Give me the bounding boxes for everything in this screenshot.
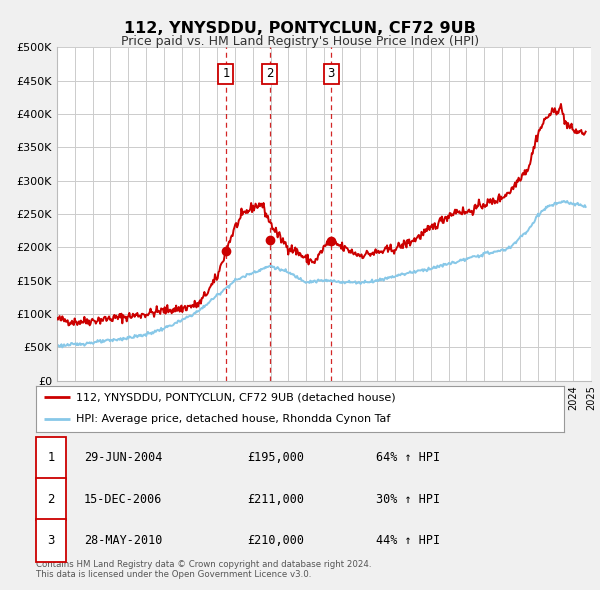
Text: 29-JUN-2004: 29-JUN-2004 bbox=[84, 451, 162, 464]
Text: £195,000: £195,000 bbox=[248, 451, 305, 464]
Text: 64% ↑ HPI: 64% ↑ HPI bbox=[376, 451, 440, 464]
Text: HPI: Average price, detached house, Rhondda Cynon Taf: HPI: Average price, detached house, Rhon… bbox=[76, 414, 390, 424]
Text: 2: 2 bbox=[47, 493, 55, 506]
Text: 1: 1 bbox=[222, 67, 230, 80]
Text: £211,000: £211,000 bbox=[248, 493, 305, 506]
Text: 3: 3 bbox=[47, 534, 55, 547]
Text: £210,000: £210,000 bbox=[248, 534, 305, 547]
Text: 2: 2 bbox=[266, 67, 274, 80]
Text: 3: 3 bbox=[328, 67, 335, 80]
Text: 112, YNYSDDU, PONTYCLUN, CF72 9UB: 112, YNYSDDU, PONTYCLUN, CF72 9UB bbox=[124, 21, 476, 35]
Text: 44% ↑ HPI: 44% ↑ HPI bbox=[376, 534, 440, 547]
Text: 112, YNYSDDU, PONTYCLUN, CF72 9UB (detached house): 112, YNYSDDU, PONTYCLUN, CF72 9UB (detac… bbox=[76, 392, 395, 402]
Text: 15-DEC-2006: 15-DEC-2006 bbox=[84, 493, 162, 506]
Text: 28-MAY-2010: 28-MAY-2010 bbox=[84, 534, 162, 547]
Text: Contains HM Land Registry data © Crown copyright and database right 2024.
This d: Contains HM Land Registry data © Crown c… bbox=[36, 560, 371, 579]
Text: Price paid vs. HM Land Registry's House Price Index (HPI): Price paid vs. HM Land Registry's House … bbox=[121, 35, 479, 48]
Text: 1: 1 bbox=[47, 451, 55, 464]
Text: 30% ↑ HPI: 30% ↑ HPI bbox=[376, 493, 440, 506]
